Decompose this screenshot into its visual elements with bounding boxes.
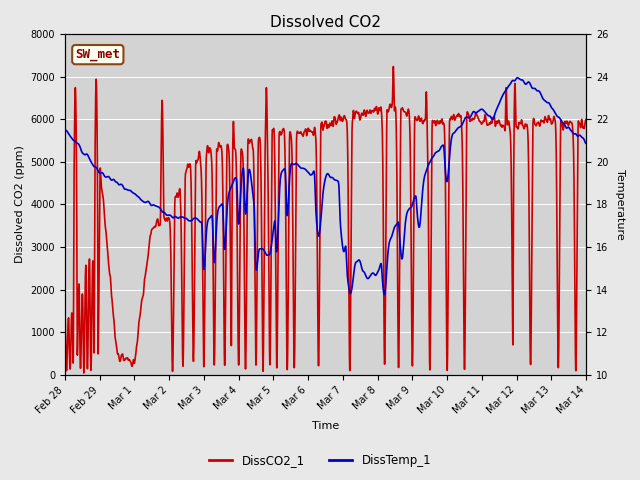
Legend: DissCO2_1, DissTemp_1: DissCO2_1, DissTemp_1 [204,449,436,472]
Title: Dissolved CO2: Dissolved CO2 [270,15,381,30]
X-axis label: Time: Time [312,421,339,432]
Text: SW_met: SW_met [76,48,120,61]
Y-axis label: Dissolved CO2 (ppm): Dissolved CO2 (ppm) [15,145,25,264]
Y-axis label: Temperature: Temperature [615,169,625,240]
